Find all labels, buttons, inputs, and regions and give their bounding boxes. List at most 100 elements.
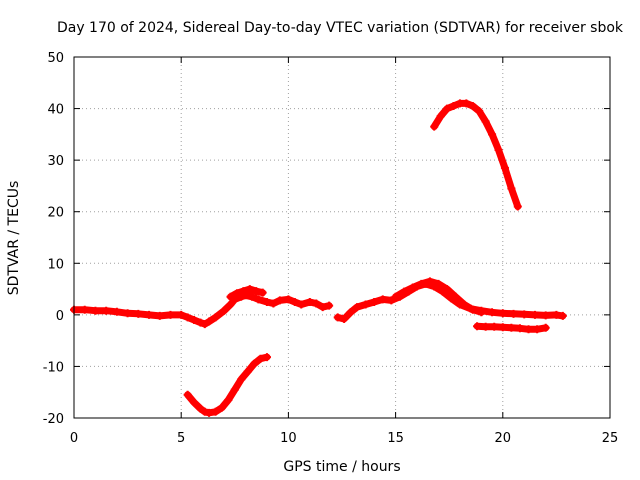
data-point xyxy=(434,279,443,288)
data-point xyxy=(262,297,271,306)
data-point xyxy=(269,299,278,308)
data-point xyxy=(507,323,516,332)
data-point xyxy=(177,310,186,319)
axis-ticks: 0 5 10 15 20 25 -20 -10 0 10 20 30 40 50 xyxy=(43,51,619,446)
data-point xyxy=(200,320,209,329)
data-point xyxy=(436,112,445,121)
data-point xyxy=(462,99,471,108)
data-point xyxy=(524,325,533,334)
data-point xyxy=(552,310,561,319)
data-point xyxy=(443,104,452,113)
data-point xyxy=(353,303,362,312)
series-evening-peak xyxy=(430,99,522,211)
data-point xyxy=(500,163,509,172)
x-axis-title: GPS time / hours xyxy=(283,459,400,475)
data-point xyxy=(449,101,458,110)
data-point xyxy=(224,395,233,404)
data-point xyxy=(533,325,542,334)
y-tick-label: -10 xyxy=(43,360,64,375)
data-point xyxy=(196,318,205,327)
data-point xyxy=(91,306,100,315)
y-tick-label: -20 xyxy=(43,412,64,427)
data-point xyxy=(488,130,497,139)
data-point xyxy=(205,408,214,417)
data-point xyxy=(243,367,252,376)
data-point xyxy=(460,300,469,309)
series-main-band xyxy=(70,291,333,328)
data-point xyxy=(391,292,400,301)
data-point xyxy=(481,322,490,331)
data-point xyxy=(190,398,199,407)
data-point xyxy=(145,310,154,319)
data-point xyxy=(468,305,477,314)
data-series xyxy=(70,99,567,417)
data-point xyxy=(509,309,518,318)
data-point xyxy=(183,390,192,399)
data-point xyxy=(237,375,246,384)
x-tick-label: 20 xyxy=(495,431,512,446)
data-point xyxy=(417,279,426,288)
data-point xyxy=(290,297,299,306)
data-point xyxy=(247,292,256,301)
data-point xyxy=(325,301,334,310)
chart-title: Day 170 of 2024, Sidereal Day-to-day VTE… xyxy=(57,20,624,36)
data-point xyxy=(305,297,314,306)
data-point xyxy=(196,404,205,413)
data-point xyxy=(211,407,220,416)
data-point xyxy=(230,385,239,394)
data-point xyxy=(232,289,241,298)
y-tick-label: 30 xyxy=(47,154,64,169)
data-point xyxy=(541,323,550,332)
data-point xyxy=(361,300,370,309)
data-point xyxy=(226,300,235,309)
data-point xyxy=(134,309,143,318)
data-point xyxy=(217,403,226,412)
grid xyxy=(74,57,610,418)
data-point xyxy=(275,296,284,305)
data-point xyxy=(387,296,396,305)
data-point xyxy=(102,306,111,315)
data-point xyxy=(370,297,379,306)
data-point xyxy=(80,305,89,314)
x-tick-label: 5 xyxy=(177,431,185,446)
data-point xyxy=(220,306,229,315)
data-point xyxy=(490,322,499,331)
data-point xyxy=(190,316,199,325)
data-point xyxy=(443,285,452,294)
x-tick-label: 15 xyxy=(387,431,404,446)
data-point xyxy=(408,283,417,292)
data-point xyxy=(488,308,497,317)
data-point xyxy=(400,287,409,296)
data-point xyxy=(312,299,321,308)
y-tick-label: 0 xyxy=(56,309,64,324)
data-point xyxy=(468,101,477,110)
data-point xyxy=(155,311,164,320)
x-tick-label: 0 xyxy=(70,431,78,446)
data-point xyxy=(262,353,271,362)
data-point xyxy=(558,311,567,320)
y-tick-label: 20 xyxy=(47,206,64,221)
data-point xyxy=(451,292,460,301)
data-point xyxy=(520,310,529,319)
x-tick-label: 10 xyxy=(280,431,297,446)
data-point xyxy=(112,307,121,316)
data-point xyxy=(258,288,267,297)
data-point xyxy=(477,308,486,317)
data-point xyxy=(378,295,387,304)
data-point xyxy=(239,287,248,296)
data-point xyxy=(473,322,482,331)
data-point xyxy=(205,317,214,326)
data-point xyxy=(498,309,507,318)
y-tick-label: 40 xyxy=(47,103,64,118)
data-point xyxy=(211,313,220,322)
plot-frame xyxy=(73,56,611,419)
data-point xyxy=(254,295,263,304)
data-point xyxy=(123,309,132,318)
data-point xyxy=(475,107,484,116)
data-point xyxy=(541,311,550,320)
data-point xyxy=(530,310,539,319)
data-point xyxy=(333,313,342,322)
data-point xyxy=(200,407,209,416)
data-point xyxy=(166,310,175,319)
